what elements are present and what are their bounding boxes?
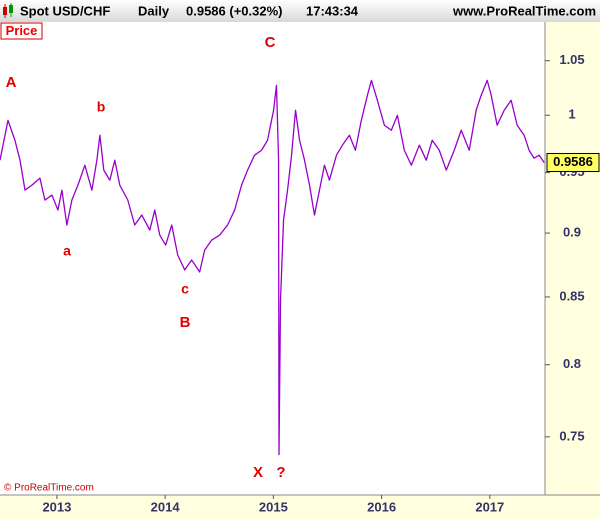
annotation: c [181, 281, 189, 297]
y-tick-label: 0.75 [559, 428, 584, 443]
header-site: www.ProRealTime.com [452, 3, 596, 18]
annotation: A [6, 74, 17, 91]
y-tick-label: 1 [568, 107, 575, 122]
copyright: © ProRealTime.com [4, 483, 94, 494]
annotation: X [253, 464, 263, 481]
price-line [0, 79, 545, 456]
x-tick-label: 2016 [367, 499, 396, 514]
x-tick-label: 2015 [259, 499, 288, 514]
header-bar [0, 0, 600, 22]
x-axis-panel [0, 495, 600, 519]
header-quote: 0.9586 (+0.32%) [186, 3, 282, 18]
last-price-box [546, 153, 600, 173]
header-time: 17:43:34 [306, 3, 359, 18]
header-period: Daily [138, 3, 170, 18]
annotation: b [97, 99, 106, 115]
annotation: a [63, 243, 71, 259]
annotation: B [180, 314, 191, 331]
x-tick-label: 2017 [475, 499, 504, 514]
x-tick-label: 2014 [151, 499, 181, 514]
y-tick-label: 0.85 [559, 288, 584, 303]
y-tick-label: 1.05 [559, 52, 584, 67]
annotation: C [265, 34, 276, 51]
y-axis-panel [545, 22, 600, 519]
x-tick-label: 2013 [42, 499, 71, 514]
last-price-label: 0.9586 [553, 154, 593, 169]
y-tick-label: 0.9 [563, 224, 581, 239]
panel-label: Price [6, 23, 38, 38]
y-tick-label: 0.8 [563, 356, 581, 371]
panel-label-box [0, 22, 43, 40]
annotation: ? [276, 464, 285, 481]
header-symbol: Spot USD/CHF [20, 3, 110, 18]
header-icon [3, 3, 13, 18]
